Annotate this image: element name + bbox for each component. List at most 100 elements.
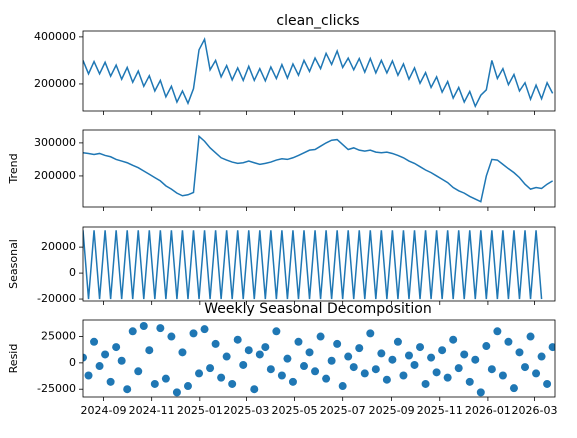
data-point [382,375,391,384]
data-point [150,379,159,388]
x-tick-label: 2025-07 [320,404,366,417]
data-point [360,369,369,378]
x-tick-label: 2025-03 [223,404,269,417]
y-tick-label: 300000 [34,136,76,149]
data-point [427,353,436,362]
data-point [161,374,170,383]
data-point [443,373,452,382]
data-point [504,337,513,346]
data-point [305,348,314,357]
data-point [366,329,375,338]
data-point [178,348,187,357]
data-point [521,363,530,372]
y-tick-label: 0 [69,266,76,279]
x-tick-label: 2025-09 [369,404,415,417]
data-point [211,339,220,348]
y-axis-label: Trend [7,153,20,184]
x-tick-label: 2025-01 [177,404,223,417]
data-point [493,327,502,336]
panel-plot [83,322,555,397]
panel-plot [83,230,543,300]
panel-frame [82,129,556,208]
data-point [410,360,419,369]
data-point [95,362,104,371]
data-point [123,385,132,394]
data-point [509,384,518,393]
y-tick-label: -25000 [37,382,76,395]
data-point [84,371,93,380]
data-point [393,337,402,346]
data-point [537,352,546,361]
y-tick-label: 200000 [34,169,76,182]
data-point [250,385,259,394]
data-point [498,371,507,380]
suptitle: Weekly Seasonal Decomposition [204,301,431,317]
data-point [255,350,264,359]
data-point [333,339,342,348]
data-point [294,337,303,346]
data-point [83,353,87,362]
panel-frame [82,226,556,302]
data-point [543,379,552,388]
data-line [83,36,554,109]
panel-plot [83,134,554,203]
chart-title: clean_clicks [276,13,359,29]
data-point [377,349,386,358]
x-tick-label: 2026-03 [511,404,557,417]
data-point [460,350,469,359]
data-line [83,134,554,203]
y-tick-label: 200000 [34,77,76,90]
data-point [167,332,176,341]
data-point [183,382,192,391]
data-point [421,379,430,388]
data-point [349,363,358,372]
data-point [322,374,331,383]
x-tick-label: 2024-11 [129,404,175,417]
y-axis-label: Seasonal [7,239,20,289]
data-point [471,355,480,364]
data-point [432,368,441,377]
data-point [156,324,165,333]
data-point [355,344,364,353]
data-point [106,377,115,386]
data-point [172,388,181,397]
data-point [134,367,143,376]
y-tick-label: 20000 [41,240,76,253]
data-point [101,350,110,359]
data-point [416,343,425,352]
data-point [482,342,491,351]
data-point [277,371,286,380]
data-point [548,343,555,352]
data-point [217,373,226,382]
x-tick-label: 2026-01 [465,404,511,417]
data-point [399,371,408,380]
panel-frame [82,319,556,398]
data-point [189,329,198,338]
x-tick-label: 2025-11 [417,404,463,417]
data-point [244,346,253,355]
data-point [128,327,137,336]
data-point [261,343,270,352]
data-point [344,352,353,361]
data-point [200,325,209,334]
data-point [145,346,154,355]
data-point [222,352,231,361]
data-point [195,369,204,378]
data-point [338,382,347,391]
data-point [532,369,541,378]
data-point [465,377,474,386]
data-point [300,362,309,371]
data-point [117,356,126,365]
data-point [112,343,121,352]
panel-plot [83,36,554,109]
x-tick-label: 2025-05 [272,404,318,417]
data-point [526,332,535,341]
data-point [388,355,397,364]
data-point [311,367,320,376]
data-point [90,337,99,346]
y-tick-label: 0 [69,356,76,369]
data-point [316,332,325,341]
data-point [404,351,413,360]
data-point [476,388,485,397]
